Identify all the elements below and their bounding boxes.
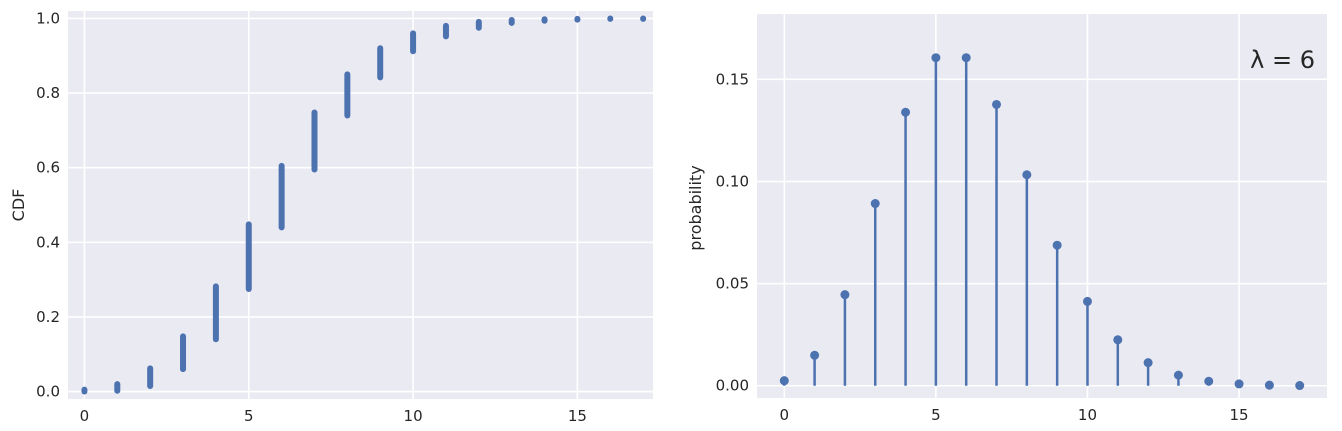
- pmf-chart: 0 5 10 15 0.00 0.05 0.10 0.15 probability λ = …: [686, 14, 1327, 424]
- pmf-marker: [1295, 381, 1305, 391]
- pmf-x-tick-label: 10: [1078, 406, 1097, 424]
- pmf-marker: [1113, 335, 1123, 345]
- cdf-y-tick-labels: 0.0 0.2 0.4 0.6 0.8 1.0: [36, 9, 60, 400]
- pmf-marker: [901, 107, 911, 117]
- pmf-marker: [840, 290, 850, 300]
- pmf-plot-background: [757, 14, 1327, 398]
- pmf-marker: [1143, 358, 1153, 368]
- pmf-marker: [1022, 170, 1032, 180]
- pmf-y-tick-label: 0.10: [716, 172, 749, 190]
- cdf-x-tick-label: 0: [80, 407, 90, 425]
- pmf-marker: [931, 53, 941, 63]
- cdf-y-axis-label: CDF: [9, 189, 28, 222]
- pmf-marker: [1173, 370, 1183, 380]
- pmf-y-tick-label: 0.05: [716, 275, 749, 293]
- pmf-x-tick-label: 5: [931, 406, 941, 424]
- pmf-marker: [961, 53, 971, 63]
- cdf-x-tick-label: 10: [404, 407, 423, 425]
- pmf-marker: [1234, 379, 1244, 389]
- pmf-marker: [810, 350, 820, 360]
- cdf-y-tick-label: 1.0: [36, 9, 60, 27]
- pmf-y-tick-labels: 0.00 0.05 0.10 0.15: [716, 70, 749, 394]
- cdf-y-tick-label: 0.0: [36, 383, 60, 401]
- pmf-series: [779, 53, 1305, 391]
- pmf-y-tick-label: 0.00: [716, 377, 749, 395]
- cdf-chart: 0 5 10 15 0.0 0.2 0.4 0.6 0.8 1.0 CDF: [9, 9, 653, 425]
- cdf-y-tick-label: 0.8: [36, 84, 60, 102]
- pmf-x-tick-label: 15: [1230, 406, 1249, 424]
- pmf-marker: [870, 199, 880, 209]
- cdf-x-tick-label: 15: [568, 407, 587, 425]
- pmf-marker: [1082, 296, 1092, 306]
- pmf-x-tick-labels: 0 5 10 15: [780, 406, 1249, 424]
- cdf-x-tick-labels: 0 5 10 15: [80, 407, 587, 425]
- pmf-x-tick-label: 0: [780, 406, 790, 424]
- pmf-marker: [1204, 376, 1214, 386]
- cdf-plot-background: [68, 11, 653, 399]
- pmf-y-tick-label: 0.15: [716, 70, 749, 88]
- pmf-y-axis-label: probability: [686, 165, 705, 250]
- pmf-marker: [779, 376, 789, 386]
- pmf-marker: [1052, 240, 1062, 250]
- cdf-y-tick-label: 0.2: [36, 308, 60, 326]
- pmf-marker: [1264, 380, 1274, 390]
- cdf-gridlines: [68, 11, 653, 399]
- cdf-series: [81, 15, 647, 395]
- pmf-lambda-annotation: λ = 6: [1250, 46, 1315, 74]
- cdf-x-tick-label: 5: [244, 407, 254, 425]
- pmf-marker: [992, 99, 1002, 109]
- cdf-y-tick-label: 0.4: [36, 233, 60, 251]
- cdf-y-tick-label: 0.6: [36, 159, 60, 177]
